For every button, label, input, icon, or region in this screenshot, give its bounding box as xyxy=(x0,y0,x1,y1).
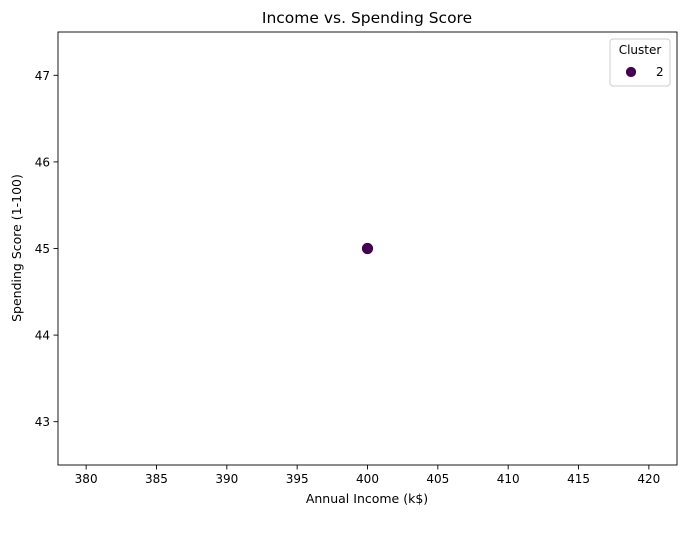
x-tick-label: 400 xyxy=(356,472,379,486)
x-tick-label: 420 xyxy=(637,472,660,486)
chart-title: Income vs. Spending Score xyxy=(262,9,472,27)
y-axis-label: Spending Score (1-100) xyxy=(9,174,24,322)
x-tick-label: 380 xyxy=(75,472,98,486)
x-tick-label: 390 xyxy=(215,472,238,486)
data-point xyxy=(361,242,374,255)
y-axis-ticks: 43 44 45 46 47 xyxy=(35,69,58,429)
legend: Cluster 2 xyxy=(609,38,671,87)
y-tick-label: 46 xyxy=(35,155,50,169)
x-axis-ticks: 380 385 390 395 400 405 410 415 420 xyxy=(75,465,660,486)
x-tick-label: 385 xyxy=(145,472,168,486)
y-tick-label: 47 xyxy=(35,69,50,83)
y-tick-label: 43 xyxy=(35,415,50,429)
x-tick-label: 405 xyxy=(426,472,449,486)
legend-title: Cluster xyxy=(619,43,662,57)
y-tick-label: 45 xyxy=(35,242,50,256)
x-tick-label: 415 xyxy=(567,472,590,486)
plot-area: 380 385 390 395 400 405 410 415 420 43 44 45 46 47 xyxy=(35,31,678,486)
y-tick-label: 44 xyxy=(35,329,50,343)
x-axis-label: Annual Income (k$) xyxy=(306,491,428,506)
legend-entry-label: 2 xyxy=(656,65,664,79)
x-tick-label: 395 xyxy=(286,472,309,486)
data-points xyxy=(361,242,374,255)
legend-box xyxy=(609,38,671,87)
legend-marker xyxy=(625,66,637,78)
x-tick-label: 410 xyxy=(497,472,520,486)
